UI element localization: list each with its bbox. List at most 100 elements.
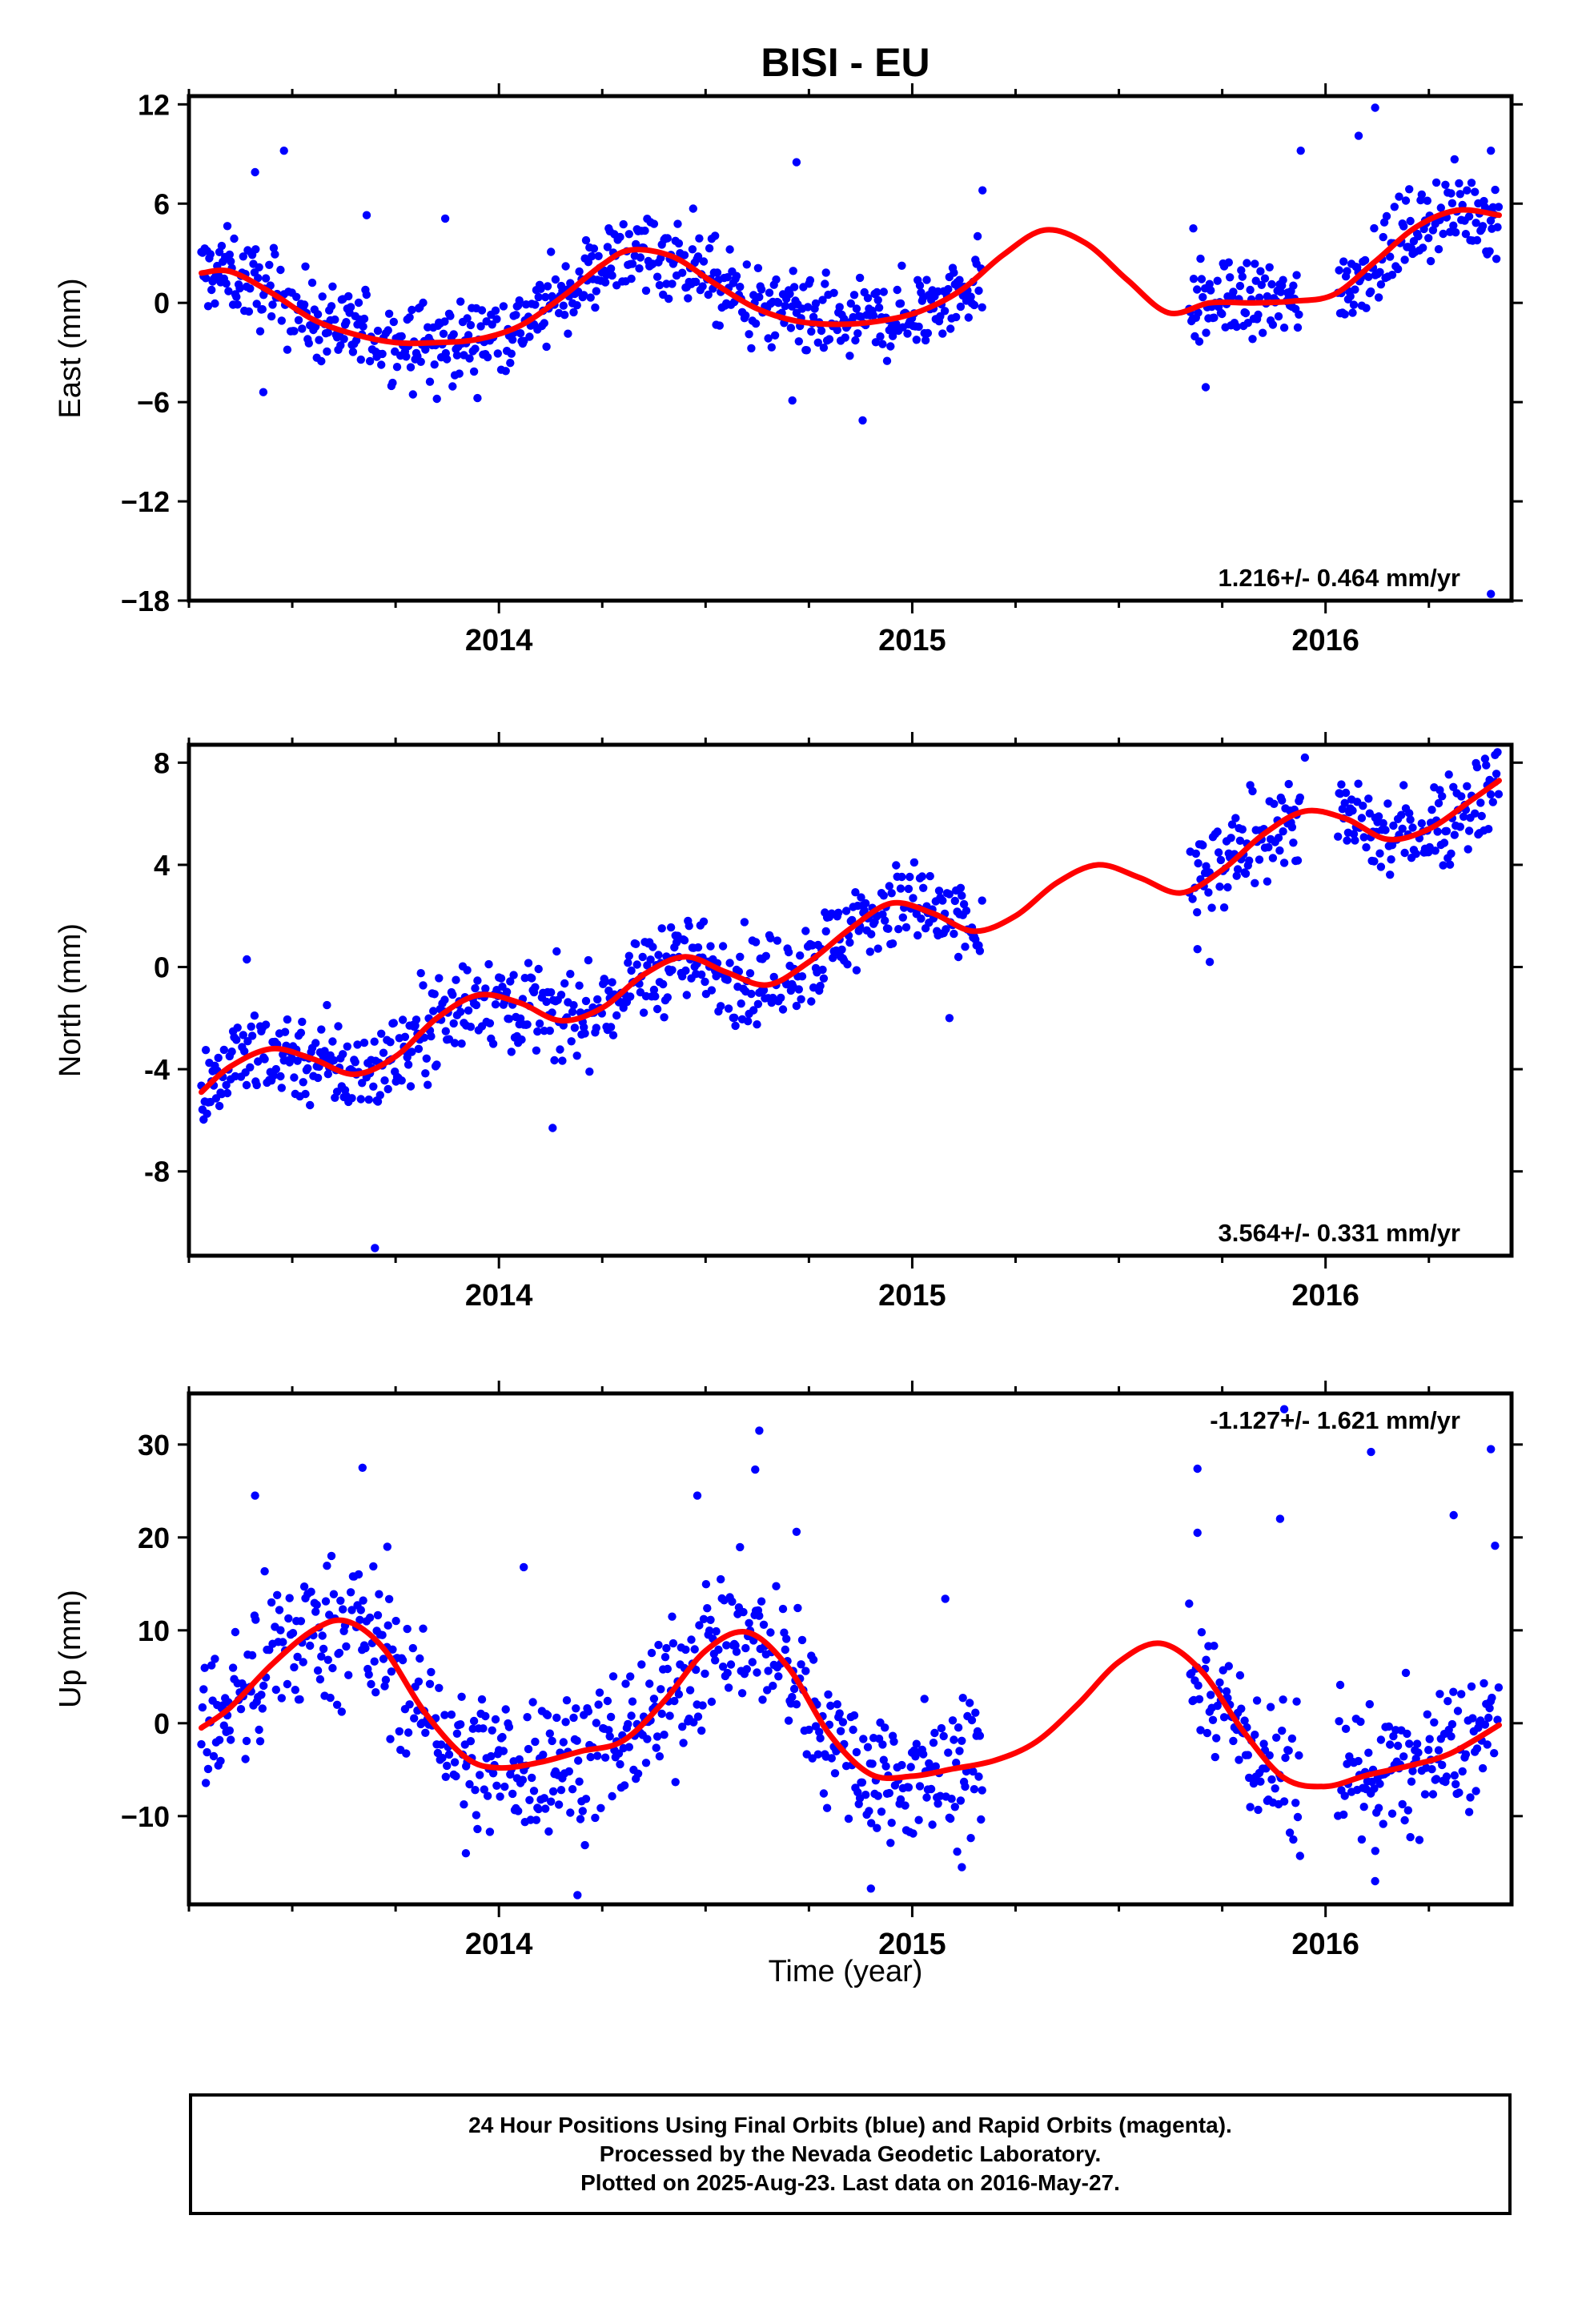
data-point [1434, 1746, 1443, 1755]
data-point [861, 1791, 870, 1799]
data-point [837, 945, 846, 955]
data-point [914, 322, 923, 332]
data-point [608, 271, 616, 280]
data-point [1387, 271, 1397, 279]
data-point [435, 1683, 444, 1692]
data-point [408, 305, 416, 315]
data-point [312, 1600, 321, 1610]
data-point [1486, 216, 1496, 225]
data-point [395, 1727, 404, 1736]
panel-2: 8 4 0 -4 -8 2014 2015 2016 North (mm) 3.564+/- 0.… [54, 732, 1523, 1313]
data-point [587, 251, 596, 261]
data-point [236, 1705, 246, 1714]
data-point [1265, 1751, 1274, 1760]
data-point [1257, 280, 1267, 289]
data-point [1461, 1750, 1471, 1759]
data-point [878, 1740, 887, 1749]
data-point [1444, 770, 1453, 779]
data-point [356, 1095, 365, 1104]
data-point [311, 1039, 320, 1047]
data-point [217, 241, 227, 251]
data-point [766, 934, 775, 943]
data-points [197, 103, 1504, 598]
data-point [397, 332, 406, 341]
data-point [616, 1759, 624, 1769]
data-point [251, 245, 260, 254]
data-point [616, 232, 624, 242]
data-point [1374, 293, 1383, 302]
data-point-outlier [548, 1124, 557, 1132]
data-point [502, 987, 512, 996]
data-point [421, 1728, 430, 1737]
data-point [561, 262, 570, 271]
x-tick-label: 2015 [878, 1928, 946, 1961]
data-point [532, 1815, 541, 1824]
data-point [420, 1033, 429, 1042]
data-point [835, 1709, 844, 1718]
data-point [789, 1684, 799, 1694]
data-point [556, 1045, 564, 1054]
data-point [315, 1675, 325, 1684]
y-tick-label: -8 [144, 1156, 170, 1188]
data-point [1284, 779, 1293, 789]
data-point [375, 1091, 384, 1100]
data-point [753, 999, 763, 1009]
data-point [805, 1725, 813, 1735]
data-point [403, 1624, 412, 1634]
data-point [276, 265, 285, 275]
data-point [859, 1735, 868, 1743]
data-point [227, 257, 235, 266]
data-point [1393, 1741, 1403, 1751]
data-point [1188, 895, 1197, 903]
data-point [443, 1761, 452, 1771]
data-point [425, 377, 435, 386]
data-point [637, 1660, 646, 1669]
data-point [1229, 287, 1238, 296]
data-point [397, 1076, 406, 1085]
data-point [1419, 243, 1427, 252]
data-point [759, 986, 769, 995]
data-point [950, 268, 958, 277]
x-tick-label: 2015 [878, 1279, 946, 1313]
data-point [307, 1587, 315, 1596]
data-point [655, 280, 665, 290]
data-point [1226, 273, 1235, 282]
data-point [554, 1800, 564, 1809]
data-point [222, 1080, 231, 1090]
data-point [1494, 203, 1504, 211]
data-point [556, 1786, 566, 1795]
data-point [627, 1711, 636, 1720]
data-point [318, 292, 327, 301]
gps-time-series-chart: BISI - EU 12 6 0 −6 −12 −18 2014 2015 2016 East (… [54, 40, 1523, 1988]
data-point [1251, 879, 1259, 888]
data-point [560, 311, 569, 320]
data-point [834, 908, 843, 918]
data-point-outlier [362, 211, 371, 219]
data-point [655, 1752, 665, 1761]
data-point [1278, 1727, 1287, 1735]
data-point [591, 1813, 600, 1823]
data-point [731, 1021, 740, 1031]
data-point [1264, 842, 1273, 852]
data-point [414, 1044, 424, 1054]
data-point [939, 1731, 948, 1741]
data-point [640, 226, 649, 235]
data-point [868, 1759, 877, 1768]
data-point [1340, 1791, 1349, 1800]
data-point [724, 1683, 733, 1692]
data-point [1471, 809, 1480, 818]
data-point [335, 1648, 344, 1658]
data-point [758, 1695, 767, 1704]
data-point [242, 1080, 251, 1090]
data-point [788, 1692, 797, 1702]
data-point [915, 1782, 925, 1791]
data-point [662, 1643, 671, 1653]
data-point [541, 1804, 550, 1813]
data-point [928, 1820, 937, 1829]
data-point [457, 1039, 466, 1048]
data-point [290, 1663, 299, 1672]
data-point [1447, 189, 1456, 198]
data-point [1395, 192, 1403, 201]
x-tick-label: 2014 [465, 1928, 533, 1961]
data-point [488, 320, 496, 329]
